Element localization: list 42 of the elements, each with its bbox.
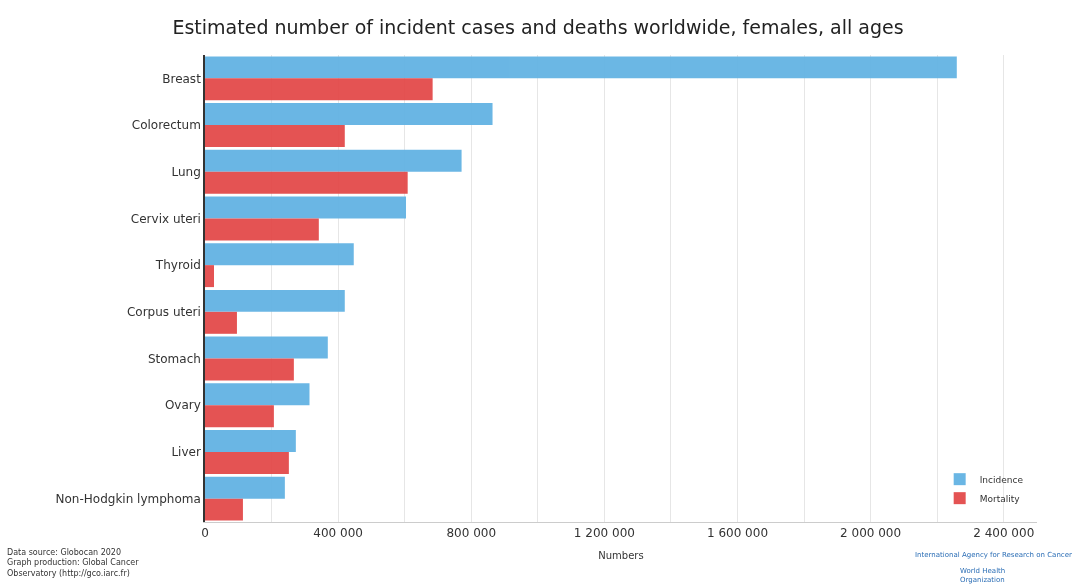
bar [205, 78, 433, 101]
y-tick-label: Non-Hodgkin lymphoma [55, 491, 201, 506]
x-tick-label: 2 400 000 [973, 526, 1035, 541]
x-tick-label: 2 000 000 [840, 526, 902, 541]
x-axis-title: Numbers [598, 549, 644, 561]
y-tick-label: Corpus uteri [126, 305, 201, 320]
bar [205, 149, 462, 172]
bar [205, 405, 274, 428]
bar [205, 451, 289, 474]
y-tick-label: Cervix uteri [130, 211, 201, 226]
x-tick-label: 400 000 [313, 526, 363, 541]
bar [205, 311, 237, 334]
bar [205, 196, 407, 219]
x-tick-label: 0 [201, 526, 209, 541]
legend-label: Incidence [979, 474, 1024, 485]
y-tick-label: Breast [162, 71, 202, 86]
y-tick-label: Stomach [147, 351, 201, 366]
x-tick-label: 1 200 000 [573, 526, 635, 541]
bar [205, 171, 408, 194]
bar [205, 125, 345, 147]
bar [205, 218, 319, 241]
bar [205, 383, 310, 406]
bar [205, 430, 296, 452]
bar [205, 358, 294, 381]
bar [205, 336, 328, 359]
bar [205, 103, 493, 126]
bar [205, 498, 243, 521]
bar [205, 476, 285, 499]
y-tick-label: Colorectum [131, 118, 201, 133]
y-tick-label: Liver [171, 445, 201, 460]
x-tick-label: 1 600 000 [706, 526, 769, 541]
y-tick-label: Thyroid [154, 258, 201, 273]
chart-title: Estimated number of incident cases and deaths worldwide, females, all ages [172, 15, 904, 38]
y-tick-label: Ovary [164, 398, 201, 413]
bar [205, 265, 214, 288]
y-tick-label: Lung [171, 164, 201, 179]
source-note: Data source: Globocan 2020 Graph production: Global Cancer Observatory (http://gco.iarc.fr) [7, 548, 140, 578]
x-tick-label: 800 000 [446, 526, 497, 541]
bar [205, 289, 345, 312]
bar [205, 56, 957, 79]
legend-label: Mortality [979, 493, 1021, 504]
bar [205, 243, 354, 266]
